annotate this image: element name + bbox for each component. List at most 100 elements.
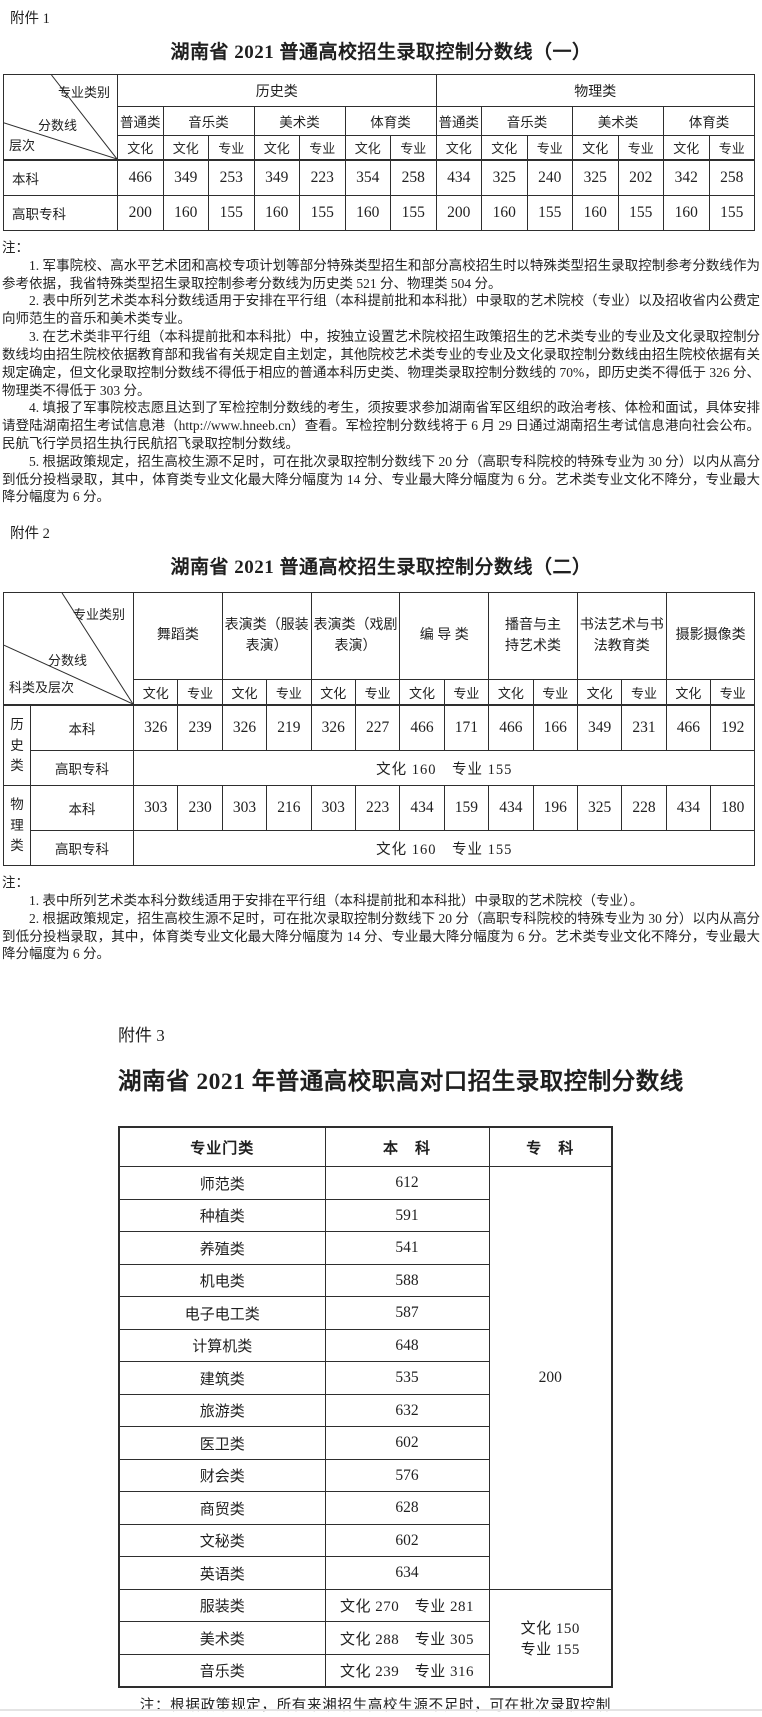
score-cell: 219 <box>266 704 312 752</box>
score-cell: 160 <box>162 195 209 231</box>
score-cell: 325 <box>572 159 619 196</box>
table2-corner-cell: 专业类别 分数线 科类及层次 <box>3 592 134 707</box>
score-cell: 648 <box>324 1328 490 1363</box>
column-header-undergraduate: 本 科 <box>324 1126 490 1168</box>
score-cell: 326 <box>310 704 356 752</box>
subgroup-header: 普通类 <box>435 106 483 136</box>
kind-header: 文化 <box>132 679 179 707</box>
kind-header: 文化 <box>344 135 391 161</box>
kind-header: 文化 <box>221 679 268 707</box>
score-cell: 303 <box>221 785 268 832</box>
score-cell: 628 <box>324 1491 490 1525</box>
major-label: 师范类 <box>118 1166 326 1200</box>
table1-corner-cell: 专业类别 分数线 层次 <box>3 74 118 161</box>
subgroup-header: 普通类 <box>117 106 164 136</box>
attachment3-label: 附件 3 <box>118 1026 165 1046</box>
table3-title: 湖南省 2021 年普通高校职高对口招生录取控制分数线 <box>118 1069 684 1096</box>
column-header-broadcasting: 播音与主 持艺术类 <box>488 592 578 681</box>
merged-score-cell: 文化 160 专业 155 <box>132 750 756 787</box>
note-item: 注：根据政策规定，所有来湘招生高校生源不足时，可在批次录取控制分数线下 20 分… <box>139 1698 611 1715</box>
major-label: 种植类 <box>118 1198 326 1233</box>
subgroup-header: 体育类 <box>663 106 756 136</box>
corner-label-scoreline: 分数线 <box>38 118 78 133</box>
subgroup-header: 美术类 <box>253 106 346 136</box>
score-cell: 253 <box>208 159 255 196</box>
kind-header: 专业 <box>354 679 401 707</box>
column-header-major-category: 专业门类 <box>118 1126 326 1168</box>
kind-header: 文化 <box>310 679 356 707</box>
score-cell: 434 <box>665 785 712 832</box>
note-item: 1. 表中所列艺术类本科分数线适用于安排在平行组（本科提前批和本科批）中录取的艺… <box>29 893 644 908</box>
kind-header: 专业 <box>299 135 346 161</box>
score-cell: 196 <box>532 785 578 832</box>
note-item: 2. 表中所列艺术类本科分数线适用于安排在平行组（本科提前批和本科批）中录取的艺… <box>2 293 760 327</box>
subgroup-header: 体育类 <box>344 106 437 136</box>
score-cell: 240 <box>526 159 574 196</box>
table1-notes: 注： 1. 军事院校、高水平艺术团和高校专项计划等部分特殊类型招生和部分高校招生… <box>2 239 760 506</box>
row-label-undergraduate: 本科 <box>3 159 118 196</box>
kind-header: 专业 <box>617 135 665 161</box>
kind-header: 文化 <box>435 135 483 161</box>
row-group-physics: 物理类 <box>3 785 31 867</box>
corner-label-category: 专业类别 <box>72 607 125 623</box>
major-label: 美术类 <box>118 1621 326 1655</box>
score-cell: 258 <box>708 159 756 196</box>
major-label: 英语类 <box>118 1556 326 1590</box>
kind-header: 专业 <box>532 679 578 707</box>
kind-header: 专业 <box>443 679 490 707</box>
score-cell: 434 <box>488 785 534 832</box>
score-cell: 227 <box>354 704 401 752</box>
note-item: 5. 根据政策规定，招生高校生源不足时，可在批次录取控制分数线下 20 分（高职… <box>2 453 760 505</box>
score-cell: 223 <box>354 785 401 832</box>
score-cell: 466 <box>665 704 712 752</box>
subgroup-header: 音乐类 <box>481 106 574 136</box>
score-cell: 591 <box>324 1198 490 1233</box>
score-cell: 535 <box>324 1361 490 1395</box>
major-label: 文秘类 <box>118 1523 326 1558</box>
kind-header: 专业 <box>621 679 667 707</box>
kind-header: 专业 <box>526 135 574 161</box>
page-bottom-divider <box>0 1709 762 1711</box>
score-cell: 634 <box>324 1556 490 1590</box>
score-cell: 160 <box>344 195 391 231</box>
score-cell: 200 <box>117 195 164 231</box>
table2-notes: 注： 1. 表中所列艺术类本科分数线适用于安排在平行组（本科提前批和本科批）中录… <box>2 874 760 963</box>
score-cell: 160 <box>481 195 528 231</box>
score-cell: 166 <box>532 704 578 752</box>
junior-college-culture-score: 文化 150 <box>520 1621 580 1637</box>
score-cell: 202 <box>617 159 665 196</box>
score-cell: 576 <box>324 1458 490 1493</box>
score-cell: 612 <box>324 1166 490 1200</box>
table1-score-lines-general: 专业类别 分数线 层次 历史类 物理类 普通类 音乐类 美术类 体育类 普通类 … <box>3 74 756 231</box>
corner-label-scoreline: 分数线 <box>48 653 88 669</box>
table2-title: 湖南省 2021 普通高校招生录取控制分数线（二） <box>170 557 592 579</box>
score-cell: 303 <box>310 785 356 832</box>
note-item: 2. 根据政策规定，招生高校生源不足时，可在批次录取控制分数线下 20 分（高职… <box>2 910 760 962</box>
column-header-photography: 摄影摄像类 <box>665 592 756 681</box>
score-cell: 155 <box>390 195 437 231</box>
score-cell: 326 <box>221 704 268 752</box>
score-cell: 588 <box>324 1263 490 1298</box>
kind-header: 文化 <box>576 679 623 707</box>
score-cell: 文化 270 专业 281 <box>324 1588 490 1623</box>
score-cell: 155 <box>526 195 574 231</box>
kind-header: 专业 <box>710 679 756 707</box>
major-label: 财会类 <box>118 1458 326 1493</box>
score-cell: 228 <box>621 785 667 832</box>
kind-header: 文化 <box>481 135 528 161</box>
row-label-vocational: 高职专科 <box>30 750 134 787</box>
score-cell: 326 <box>132 704 179 752</box>
corner-label-class-level: 科类及层次 <box>9 680 75 696</box>
subgroup-header: 音乐类 <box>162 106 255 136</box>
kind-header: 文化 <box>162 135 209 161</box>
column-header-dance: 舞蹈类 <box>133 592 223 681</box>
score-cell: 160 <box>663 195 710 231</box>
score-cell: 180 <box>710 785 756 832</box>
score-cell: 216 <box>266 785 312 832</box>
notes-label: 注： <box>2 240 29 255</box>
major-label: 养殖类 <box>118 1231 326 1265</box>
note-item: 1. 军事院校、高水平艺术团和高校专项计划等部分特殊类型招生和部分高校招生时以特… <box>2 257 760 291</box>
merged-junior-college-score-art: 文化 150 专业 155 <box>488 1588 613 1688</box>
score-cell: 155 <box>617 195 665 231</box>
score-cell: 160 <box>572 195 619 231</box>
